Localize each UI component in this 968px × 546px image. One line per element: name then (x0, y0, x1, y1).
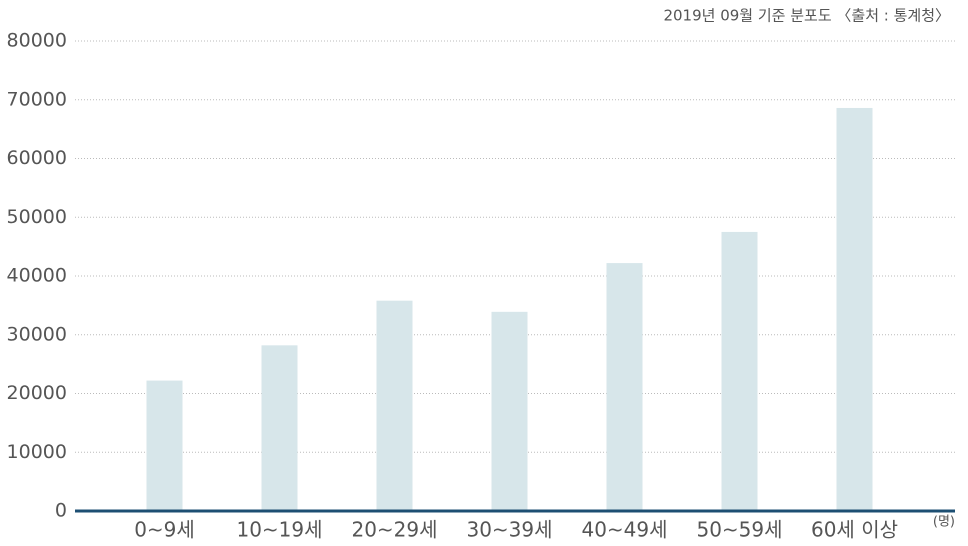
y-tick-label: 0 (55, 500, 67, 522)
y-tick-label: 10000 (7, 441, 67, 463)
bar (491, 311, 528, 511)
x-tick-label: 10~19세 (236, 518, 322, 542)
x-tick-label: 30~39세 (466, 518, 552, 542)
x-tick-label: 0~9세 (134, 518, 195, 542)
y-tick-label: 30000 (7, 323, 67, 345)
x-tick-label: 50~59세 (696, 518, 782, 542)
x-tick-label: 60세 이상 (811, 518, 898, 542)
y-unit: (명) (933, 515, 955, 530)
bar (721, 231, 758, 511)
chart-subtitle: 2019년 09월 기준 분포도 〈출처 : 통계청〉 (663, 7, 950, 25)
x-tick-label: 40~49세 (581, 518, 667, 542)
y-tick-label: 60000 (7, 147, 67, 169)
y-tick-label: 70000 (7, 88, 67, 110)
bar (606, 263, 643, 511)
y-tick-label: 40000 (7, 265, 67, 287)
bar (376, 300, 413, 511)
bar (836, 107, 873, 511)
y-tick-label: 80000 (7, 30, 67, 52)
y-tick-label: 20000 (7, 382, 67, 404)
y-tick-label: 50000 (7, 206, 67, 228)
bar (146, 380, 183, 511)
bar (261, 345, 298, 511)
x-tick-label: 20~29세 (351, 518, 437, 542)
